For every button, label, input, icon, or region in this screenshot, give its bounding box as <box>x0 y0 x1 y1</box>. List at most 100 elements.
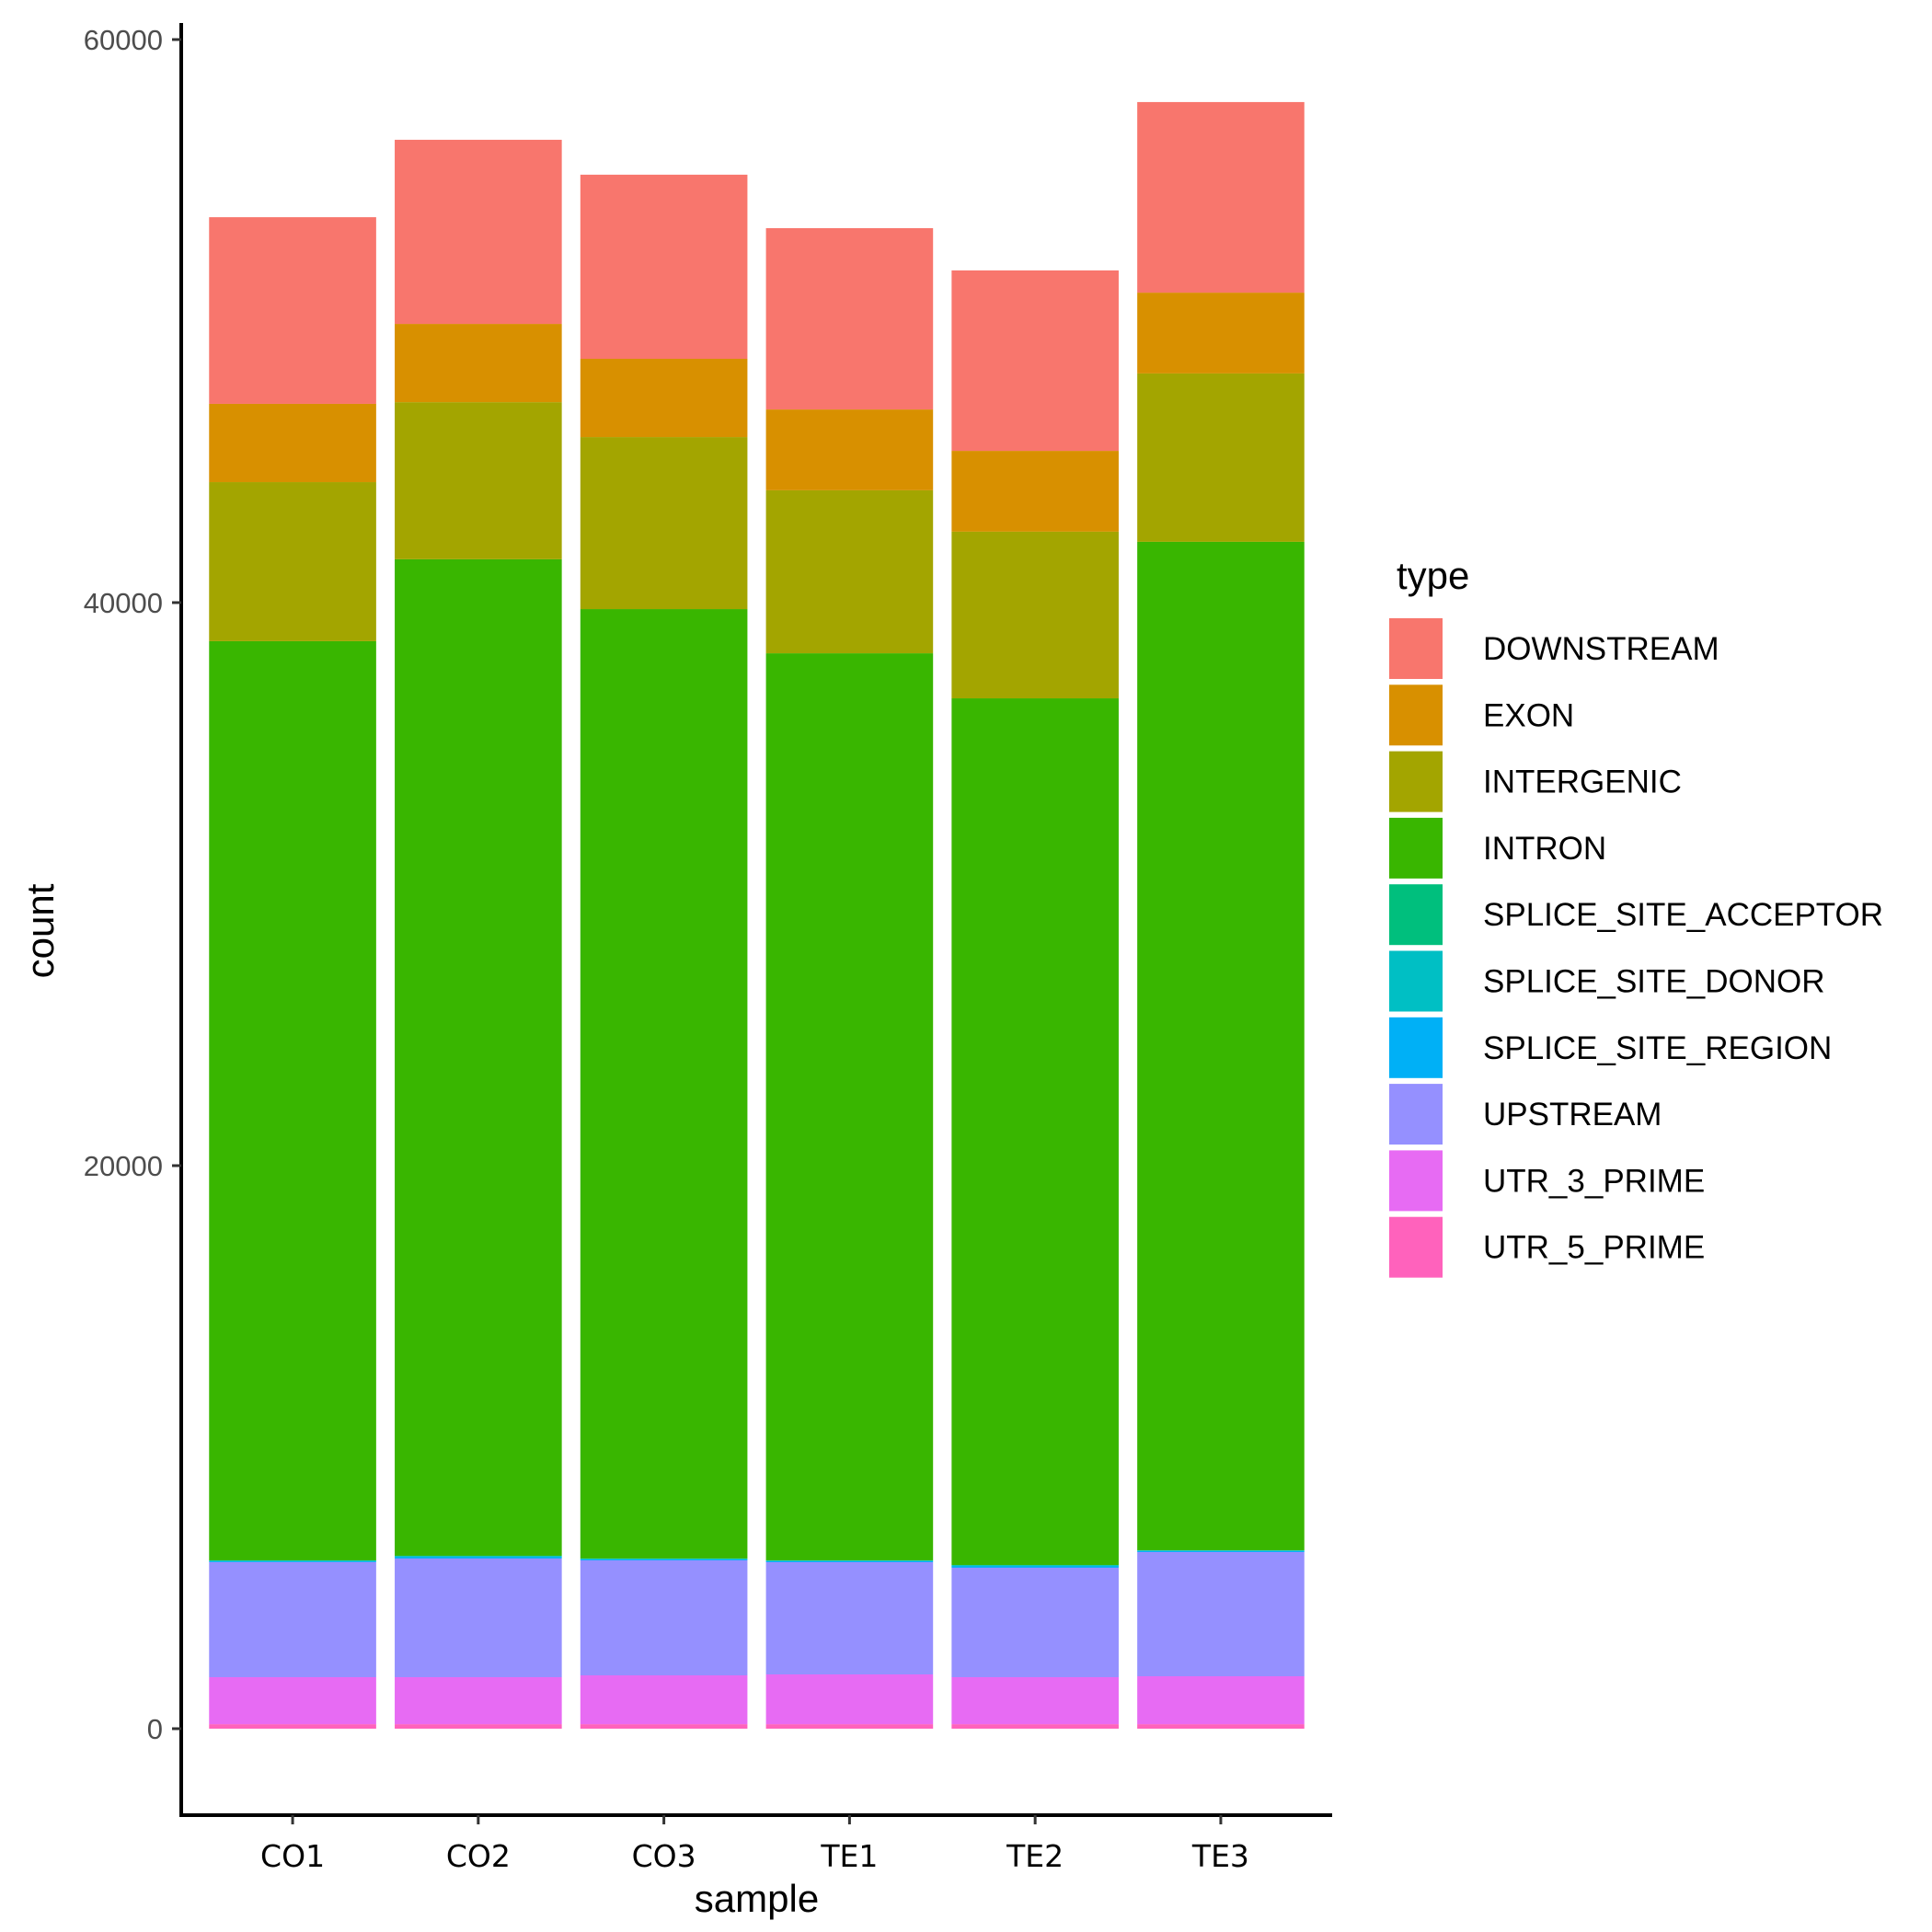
legend-title: type <box>1397 554 1469 597</box>
bar-segment-te1-utr-3-prime <box>765 1674 934 1725</box>
y-axis: 0 20000 40000 60000 <box>84 23 183 1817</box>
legend-item-splice-site-acceptor: SPLICE_SITE_ACCEPTOR <box>1389 884 1883 946</box>
legend-item-intron: INTRON <box>1389 817 1606 879</box>
bar-segment-te2-intergenic <box>951 531 1119 699</box>
bar-segment-co2-utr-3-prime <box>395 1677 562 1725</box>
x-tick-label: TE2 <box>1006 1838 1064 1874</box>
bar-segment-te1-splice-site-donor <box>765 1560 934 1561</box>
bar-stack-co1 <box>209 217 376 1729</box>
bar-segment-te3-upstream <box>1137 1551 1305 1676</box>
bar-segment-co1-utr-5-prime <box>209 1724 376 1729</box>
legend-swatch <box>1389 884 1443 946</box>
bar-segment-te2-splice-site-donor <box>951 1565 1119 1567</box>
bar-segment-co2-intergenic <box>395 402 562 559</box>
bar-segment-co2-splice-site-region <box>395 1557 562 1558</box>
bar-segment-co3-upstream <box>580 1560 748 1676</box>
legend-item-downstream: DOWNSTREAM <box>1389 618 1719 679</box>
bar-segment-te3-intergenic <box>1137 373 1305 542</box>
x-tick-label: CO1 <box>260 1838 325 1874</box>
y-axis-title: count <box>18 883 62 978</box>
bar-segment-co3-intron <box>580 609 748 1558</box>
legend-label: UTR_3_PRIME <box>1483 1163 1705 1199</box>
legend-item-utr-3-prime: UTR_3_PRIME <box>1389 1150 1705 1212</box>
bar-segment-co3-utr-5-prime <box>580 1724 748 1729</box>
x-tick-label: CO3 <box>632 1838 696 1874</box>
bar-segment-te3-splice-site-region <box>1137 1550 1305 1552</box>
x-ticks: CO1 CO2 CO3 TE1 TE2 TE3 <box>260 1815 1249 1874</box>
bar-segment-te1-utr-5-prime <box>765 1724 934 1729</box>
bar-segment-te1-exon <box>765 409 934 490</box>
bar-segment-co3-intergenic <box>580 437 748 610</box>
bar-segment-te3-utr-5-prime <box>1137 1724 1305 1729</box>
bar-segment-te3-exon <box>1137 293 1305 374</box>
bar-segment-te3-downstream <box>1137 101 1305 293</box>
y-tick-label: 40000 <box>84 587 163 619</box>
legend-label: UPSTREAM <box>1483 1097 1662 1133</box>
bar-segment-te3-intron <box>1137 541 1305 1550</box>
legend-label: INTERGENIC <box>1483 765 1682 800</box>
bar-segment-co1-utr-3-prime <box>209 1677 376 1725</box>
bar-segment-te2-splice-site-region <box>951 1566 1119 1568</box>
legend-swatch <box>1389 1017 1443 1078</box>
x-tick-label: CO2 <box>446 1838 511 1874</box>
legend-items: DOWNSTREAM EXON INTERGENIC INTRON SPLICE_SIT… <box>1389 618 1883 1278</box>
bar-segment-co1-upstream <box>209 1562 376 1677</box>
legend-label: SPLICE_SITE_DONOR <box>1483 964 1825 1000</box>
y-tick-label: 20000 <box>84 1150 163 1182</box>
legend-label: UTR_5_PRIME <box>1483 1230 1705 1266</box>
legend-swatch <box>1389 1150 1443 1212</box>
bar-stack-co3 <box>580 174 748 1729</box>
legend-item-intergenic: INTERGENIC <box>1389 751 1682 812</box>
bar-segment-co2-exon <box>395 324 562 403</box>
bar-segment-te3-splice-site-donor <box>1137 1550 1305 1551</box>
bar-segment-te1-intron <box>765 653 934 1561</box>
legend-swatch <box>1389 1216 1443 1278</box>
bar-stack-co2 <box>395 139 562 1729</box>
bar-segment-co3-utr-3-prime <box>580 1675 748 1725</box>
legend-swatch <box>1389 751 1443 812</box>
bar-segment-co1-splice-site-donor <box>209 1560 376 1562</box>
legend-item-exon: EXON <box>1389 684 1574 746</box>
legend-item-splice-site-donor: SPLICE_SITE_DONOR <box>1389 950 1825 1012</box>
bar-segment-co3-splice-site-region <box>580 1558 748 1561</box>
legend-label: SPLICE_SITE_ACCEPTOR <box>1483 897 1883 933</box>
bar-segment-co1-exon <box>209 403 376 483</box>
bar-segment-co1-intergenic <box>209 482 376 641</box>
legend-swatch <box>1389 1084 1443 1145</box>
legend-swatch <box>1389 684 1443 746</box>
legend-label: INTRON <box>1483 831 1606 867</box>
bar-segment-te1-upstream <box>765 1562 934 1674</box>
bar-segment-co3-splice-site-donor <box>580 1558 748 1559</box>
bar-segment-co2-downstream <box>395 139 562 325</box>
legend-label: EXON <box>1483 697 1574 733</box>
bar-segment-te2-utr-3-prime <box>951 1677 1119 1725</box>
bar-segment-co1-intron <box>209 640 376 1561</box>
bar-stack-te3 <box>1137 101 1305 1729</box>
x-tick-label: TE3 <box>1191 1838 1249 1874</box>
legend-label: DOWNSTREAM <box>1483 631 1719 667</box>
x-tick-label: TE1 <box>820 1838 878 1874</box>
bar-segment-co1-downstream <box>209 217 376 404</box>
bar-segment-co3-exon <box>580 359 748 438</box>
bar-segment-co1-splice-site-region <box>209 1561 376 1562</box>
legend-item-splice-site-region: SPLICE_SITE_REGION <box>1389 1017 1832 1078</box>
bar-segment-te1-splice-site-region <box>765 1560 934 1562</box>
bar-stack-te2 <box>951 270 1119 1729</box>
bar-segment-co2-intron <box>395 558 562 1556</box>
bar-segment-co2-splice-site-donor <box>395 1556 562 1558</box>
legend-item-upstream: UPSTREAM <box>1389 1084 1662 1145</box>
legend-swatch <box>1389 817 1443 879</box>
bar-stack-te1 <box>765 228 934 1729</box>
bar-segment-co2-upstream <box>395 1558 562 1677</box>
legend-swatch <box>1389 618 1443 679</box>
bar-segment-te2-upstream <box>951 1568 1119 1677</box>
bar-segment-te2-downstream <box>951 270 1119 452</box>
bar-segment-co2-utr-5-prime <box>395 1724 562 1729</box>
x-axis-title: sample <box>695 1877 819 1920</box>
bars-group <box>209 101 1305 1729</box>
y-ticks: 0 20000 40000 60000 <box>84 24 181 1745</box>
legend-item-utr-5-prime: UTR_5_PRIME <box>1389 1216 1705 1278</box>
legend: type DOWNSTREAM EXON INTERGENIC INTRON SPLIC… <box>1389 554 1883 1278</box>
bar-segment-co3-downstream <box>580 174 748 359</box>
bar-segment-te3-utr-3-prime <box>1137 1675 1305 1725</box>
